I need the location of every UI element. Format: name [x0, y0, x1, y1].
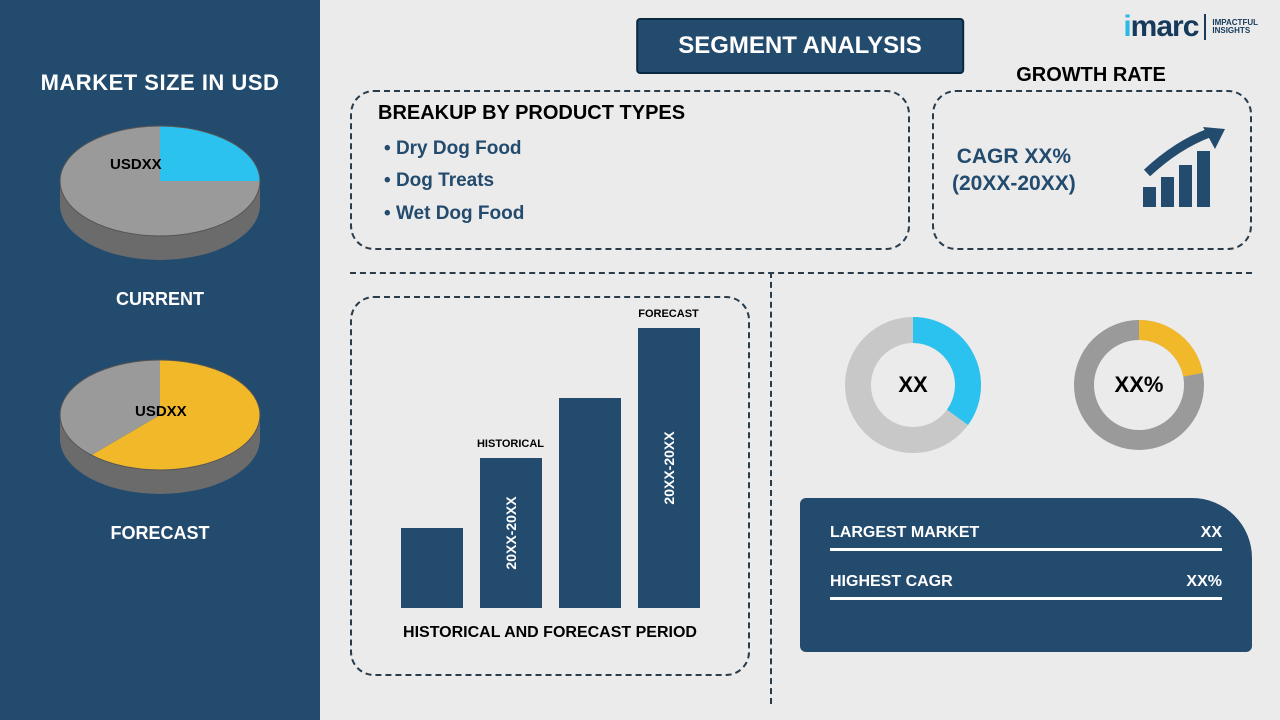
donut-chart: XX% — [1064, 310, 1214, 460]
market-summary-box: LARGEST MARKET XX HIGHEST CAGR XX% — [800, 498, 1252, 652]
breakup-list: Dry Dog FoodDog TreatsWet Dog Food — [378, 133, 882, 230]
horizontal-divider — [350, 272, 1252, 274]
main-area: SEGMENT ANALYSIS imarc IMPACTFULINSIGHTS… — [320, 0, 1280, 720]
market-row-label: HIGHEST CAGR — [830, 573, 953, 591]
market-row-line — [830, 548, 1222, 551]
breakup-box: BREAKUP BY PRODUCT TYPES Dry Dog FoodDog… — [350, 90, 910, 250]
vertical-divider — [770, 272, 772, 704]
market-row-value: XX% — [1186, 573, 1222, 591]
donut-center-label: XX — [838, 310, 988, 460]
breakup-heading: BREAKUP BY PRODUCT TYPES — [378, 102, 882, 125]
pie-current: USDXX — [50, 121, 270, 271]
breakup-item: Wet Dog Food — [384, 198, 882, 230]
bar — [401, 528, 463, 608]
bar-top-label: HISTORICAL — [477, 438, 544, 450]
bar: HISTORICAL20XX-20XX — [480, 458, 542, 608]
bar: FORECAST20XX-20XX — [638, 328, 700, 608]
bar-chart-caption: HISTORICAL AND FORECAST PERIOD — [362, 624, 738, 642]
growth-chart-icon — [1137, 125, 1232, 215]
bar-chart: HISTORICAL20XX-20XXFORECAST20XX-20XX — [392, 318, 708, 608]
market-row-label: LARGEST MARKET — [830, 524, 979, 542]
cagr-line-2: (20XX-20XX) — [952, 170, 1076, 197]
pie-forecast-caption: FORECAST — [0, 523, 320, 544]
cagr-text: CAGR XX% (20XX-20XX) — [952, 143, 1076, 198]
breakup-item: Dry Dog Food — [384, 133, 882, 165]
market-row: LARGEST MARKET XX — [830, 524, 1222, 542]
donut-row: XX XX% — [800, 310, 1252, 460]
pie-forecast: USDXX — [50, 355, 270, 505]
brand-logo: imarc IMPACTFULINSIGHTS — [1123, 10, 1258, 44]
cagr-line-1: CAGR XX% — [952, 143, 1076, 170]
market-row-line — [830, 597, 1222, 600]
donut-chart: XX — [838, 310, 988, 460]
bar — [559, 398, 621, 608]
bar-side-label: 20XX-20XX — [503, 496, 519, 569]
page-title: SEGMENT ANALYSIS — [636, 18, 964, 74]
bar-side-label: 20XX-20XX — [661, 431, 677, 504]
growth-heading: GROWTH RATE — [930, 64, 1252, 87]
donut-center-label: XX% — [1064, 310, 1214, 460]
left-panel: MARKET SIZE IN USD USDXX CURRENT USDXX F… — [0, 0, 320, 720]
bar-chart-box: HISTORICAL20XX-20XXFORECAST20XX-20XX HIS… — [350, 296, 750, 676]
logo-tag-2: INSIGHTS — [1212, 27, 1258, 35]
bar-top-label: FORECAST — [638, 308, 699, 320]
market-size-heading: MARKET SIZE IN USD — [0, 70, 320, 96]
growth-box: CAGR XX% (20XX-20XX) — [932, 90, 1252, 250]
pie-current-caption: CURRENT — [0, 289, 320, 310]
market-row-value: XX — [1201, 524, 1222, 542]
pie-value-label: USDXX — [110, 156, 162, 173]
breakup-item: Dog Treats — [384, 165, 882, 197]
pie-value-label: USDXX — [135, 403, 187, 420]
market-row: HIGHEST CAGR XX% — [830, 573, 1222, 591]
